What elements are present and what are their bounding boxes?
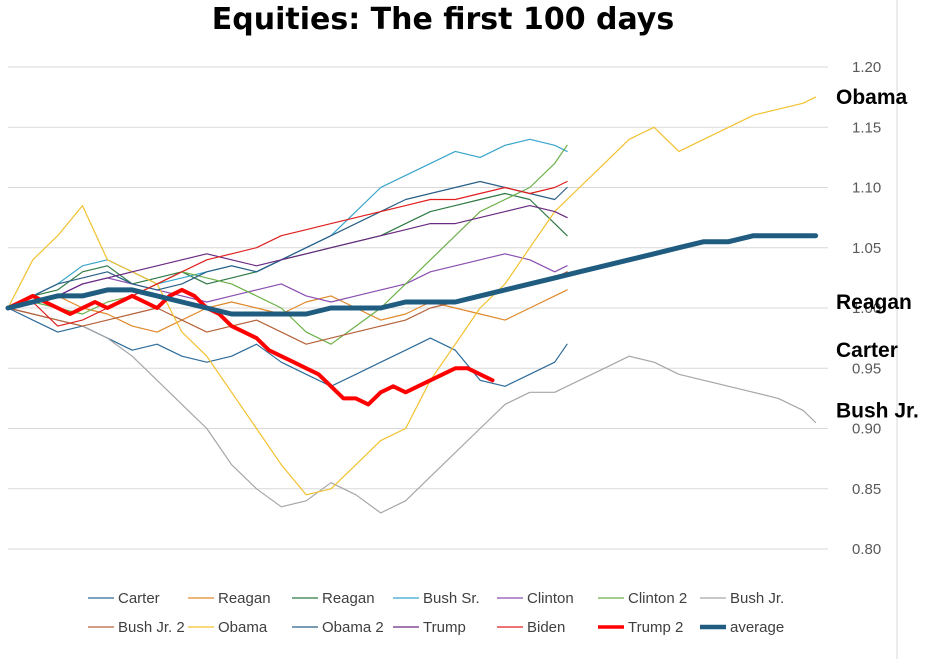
y-axis-ticks: 1.20 1.15 1.10 1.05 1.00 0.95 0.90 0.85 0.80 xyxy=(852,59,881,558)
legend-item: Bush Jr. 2 xyxy=(88,619,185,636)
y-tick-label: 0.80 xyxy=(852,541,881,558)
legend-item: Clinton xyxy=(497,590,574,607)
legend-label: average xyxy=(730,619,784,636)
legend-label: Bush Sr. xyxy=(423,590,480,607)
series-line-clinton xyxy=(7,253,568,309)
legend-label: Reagan xyxy=(322,590,375,607)
legend-label: Bush Jr. xyxy=(730,590,784,607)
legend-label: Bush Jr. 2 xyxy=(118,619,185,636)
legend-label: Clinton 2 xyxy=(628,590,687,607)
series-line-bush-sr- xyxy=(7,138,568,309)
legend-item: Clinton 2 xyxy=(598,590,687,607)
series-annotations: Obama Reagan Carter Bush Jr. xyxy=(836,86,919,422)
legend-item: Biden xyxy=(497,619,565,636)
gridlines xyxy=(8,0,898,659)
legend-label: Trump 2 xyxy=(628,619,683,636)
legend-item: Obama 2 xyxy=(292,619,384,636)
annotation-label: Reagan xyxy=(836,291,912,314)
series-line-biden xyxy=(7,180,568,327)
legend-item: Obama xyxy=(188,619,268,636)
legend-item: Bush Jr. xyxy=(700,590,784,607)
legend-label: Biden xyxy=(527,619,565,636)
series-line-trump xyxy=(7,205,568,309)
annotation-label: Obama xyxy=(836,86,908,109)
y-tick-label: 1.20 xyxy=(852,59,881,76)
legend-label: Obama xyxy=(218,619,268,636)
y-tick-label: 1.05 xyxy=(852,240,881,257)
legend-item: Trump 2 xyxy=(598,619,683,636)
annotation-label: Bush Jr. xyxy=(836,399,919,422)
annotation-label: Carter xyxy=(836,339,898,362)
legend-item: Reagan xyxy=(188,590,271,607)
y-tick-label: 0.90 xyxy=(852,421,881,438)
y-tick-label: 0.85 xyxy=(852,481,881,498)
legend-label: Reagan xyxy=(218,590,271,607)
legend-item: Carter xyxy=(88,590,160,607)
series-lines xyxy=(5,96,819,514)
series-line-average xyxy=(5,233,819,317)
series-line-bush-jr- xyxy=(7,307,817,514)
legend-label: Carter xyxy=(118,590,160,607)
legend-label: Obama 2 xyxy=(322,619,384,636)
y-tick-label: 1.10 xyxy=(852,180,881,197)
legend-item: Trump xyxy=(393,619,466,636)
series-line-trump-2 xyxy=(6,287,495,407)
series-line-obama xyxy=(7,96,817,496)
legend-label: Trump xyxy=(423,619,466,636)
legend-item: Reagan xyxy=(292,590,375,607)
legend: Carter Reagan Reagan Bush Sr. Clinton Clinton… xyxy=(88,590,784,636)
y-tick-label: 0.95 xyxy=(852,360,881,377)
y-tick-label: 1.00 xyxy=(852,300,881,317)
legend-label: Clinton xyxy=(527,590,574,607)
legend-item: average xyxy=(700,619,784,636)
series-line-obama-2 xyxy=(7,180,568,309)
chart-title: Equities: The first 100 days xyxy=(211,2,675,37)
y-tick-label: 1.15 xyxy=(852,119,881,136)
legend-item: Bush Sr. xyxy=(393,590,480,607)
series-line-reagan xyxy=(7,289,568,333)
